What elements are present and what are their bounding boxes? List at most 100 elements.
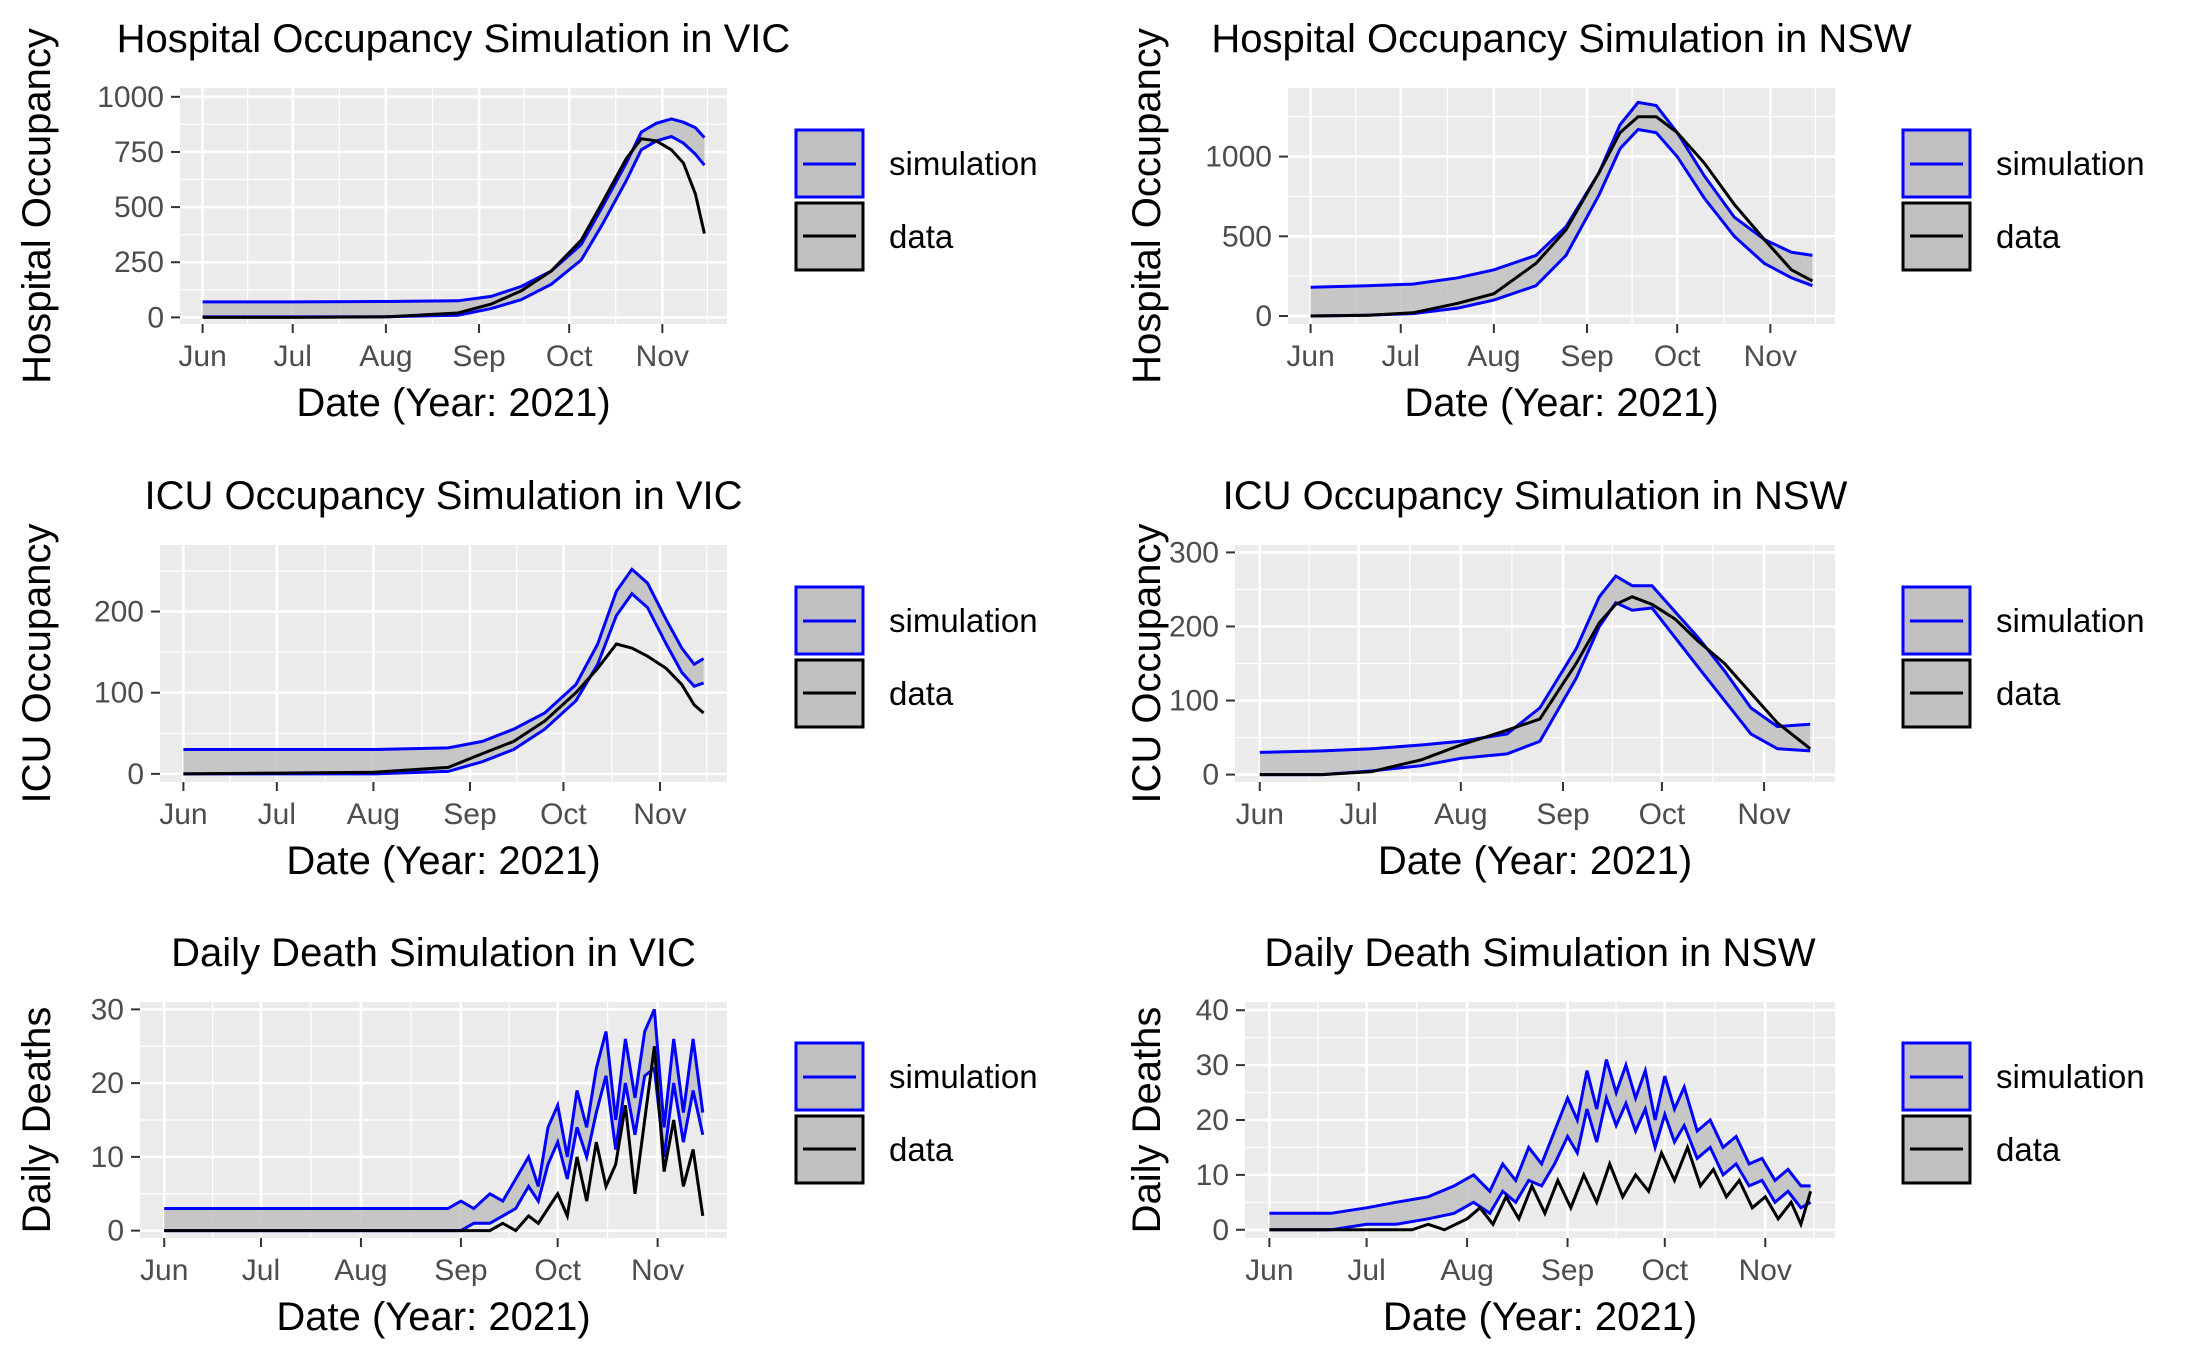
chart-icu-nsw: 0 100 200 300 Jun Jul Aug Sep Oct Nov ICU Occupanc… bbox=[1125, 474, 2145, 883]
x-tick-label: Aug bbox=[359, 340, 412, 373]
legend: simulation data bbox=[794, 128, 1038, 272]
y-tick-label: 0 bbox=[1202, 759, 1219, 792]
simulation-upper-line bbox=[183, 567, 705, 751]
chart-title: ICU Occupancy Simulation in NSW bbox=[1223, 474, 1848, 518]
x-axis-label: Date (Year: 2021) bbox=[296, 381, 610, 425]
legend-simulation-label: simulation bbox=[889, 602, 1038, 639]
y-tick-label: 30 bbox=[91, 993, 124, 1026]
simulation-upper-line bbox=[1259, 574, 1811, 754]
x-tick-label: Aug bbox=[347, 798, 400, 831]
legend: simulation data bbox=[794, 1041, 1038, 1185]
y-tick-label: 500 bbox=[1222, 220, 1272, 253]
chart-title: Hospital Occupancy Simulation in NSW bbox=[1211, 17, 1912, 61]
legend-data-label: data bbox=[889, 218, 954, 255]
legend-data-label: data bbox=[889, 675, 954, 712]
simulation-upper-line bbox=[1310, 100, 1813, 289]
data-line bbox=[164, 1046, 705, 1233]
x-tick-label: Jun bbox=[140, 1254, 188, 1287]
x-tick-label: Aug bbox=[1467, 340, 1520, 373]
legend-simulation-label: simulation bbox=[1996, 145, 2145, 182]
y-tick-label: 10 bbox=[91, 1141, 124, 1174]
y-tick-label: 0 bbox=[107, 1215, 124, 1248]
data-line bbox=[202, 137, 706, 319]
y-tick-label: 20 bbox=[91, 1067, 124, 1100]
y-axis-label: Daily Deaths bbox=[1125, 1007, 1169, 1234]
x-tick-label: Nov bbox=[631, 1254, 684, 1287]
y-tick-label: 1000 bbox=[97, 81, 164, 114]
y-tick-label: 0 bbox=[1212, 1214, 1229, 1247]
legend-data-label: data bbox=[1996, 675, 2061, 712]
x-tick-label: Nov bbox=[633, 798, 686, 831]
simulation-upper-line bbox=[202, 117, 706, 304]
y-axis-label: Daily Deaths bbox=[15, 1007, 59, 1234]
y-tick-label: 1000 bbox=[1205, 141, 1272, 174]
x-axis-label: Date (Year: 2021) bbox=[276, 1295, 590, 1339]
data-line bbox=[1259, 595, 1812, 777]
x-tick-label: Sep bbox=[452, 340, 505, 373]
x-tick-label: Jun bbox=[1286, 340, 1334, 373]
y-axis-label: Hospital Occupancy bbox=[15, 28, 59, 384]
y-tick-label: 0 bbox=[1255, 300, 1272, 333]
simulation-band bbox=[1269, 1059, 1811, 1230]
legend: simulation data bbox=[794, 585, 1038, 729]
simulation-band bbox=[202, 118, 705, 317]
x-tick-label: Aug bbox=[1434, 798, 1487, 831]
x-tick-label: Oct bbox=[546, 340, 593, 373]
chart-title: Daily Death Simulation in VIC bbox=[171, 931, 696, 975]
simulation-lower-line bbox=[1310, 127, 1813, 318]
x-tick-label: Sep bbox=[1560, 340, 1613, 373]
x-tick-label: Sep bbox=[1541, 1254, 1594, 1287]
x-tick-label: Jul bbox=[1347, 1254, 1385, 1287]
y-tick-label: 0 bbox=[127, 758, 144, 791]
x-tick-label: Nov bbox=[1744, 340, 1797, 373]
chart-death-nsw: 0 10 20 30 40 Jun Jul Aug Sep Oct Nov Daily Death S… bbox=[1125, 931, 2145, 1339]
y-tick-label: 30 bbox=[1196, 1049, 1229, 1082]
x-axis-label: Date (Year: 2021) bbox=[1378, 839, 1692, 883]
chart-hosp-nsw: 0 500 1000 Jun Jul Aug Sep Oct Nov Hospital Occup… bbox=[1125, 17, 2145, 425]
legend-data-label: data bbox=[1996, 218, 2061, 255]
legend: simulation data bbox=[1901, 128, 2145, 272]
x-tick-label: Oct bbox=[1641, 1254, 1688, 1287]
x-tick-label: Jul bbox=[274, 340, 312, 373]
x-tick-label: Jul bbox=[242, 1254, 280, 1287]
x-tick-label: Oct bbox=[534, 1254, 581, 1287]
x-tick-label: Oct bbox=[1654, 340, 1701, 373]
x-tick-label: Jul bbox=[258, 798, 296, 831]
legend-simulation-label: simulation bbox=[1996, 602, 2145, 639]
y-tick-label: 200 bbox=[94, 596, 144, 629]
chart-title: Hospital Occupancy Simulation in VIC bbox=[117, 17, 791, 61]
x-axis-label: Date (Year: 2021) bbox=[286, 839, 600, 883]
y-tick-label: 0 bbox=[147, 301, 164, 334]
x-tick-label: Jun bbox=[1236, 798, 1284, 831]
y-tick-label: 100 bbox=[1169, 685, 1219, 718]
y-tick-label: 40 bbox=[1196, 994, 1229, 1027]
legend-simulation-label: simulation bbox=[889, 145, 1038, 182]
x-tick-label: Sep bbox=[443, 798, 496, 831]
x-tick-label: Sep bbox=[434, 1254, 487, 1287]
y-axis-label: ICU Occupancy bbox=[15, 523, 59, 803]
data-line bbox=[183, 642, 705, 776]
y-tick-label: 250 bbox=[114, 246, 164, 279]
y-tick-label: 10 bbox=[1196, 1159, 1229, 1192]
x-tick-label: Nov bbox=[1739, 1254, 1792, 1287]
simulation-band bbox=[183, 569, 704, 774]
x-tick-label: Oct bbox=[1639, 798, 1686, 831]
legend-data-label: data bbox=[1996, 1131, 2061, 1168]
simulation-band bbox=[1310, 102, 1813, 317]
simulation-band bbox=[1259, 576, 1811, 775]
data-line bbox=[1269, 1143, 1813, 1232]
y-tick-label: 500 bbox=[114, 191, 164, 224]
y-tick-label: 20 bbox=[1196, 1104, 1229, 1137]
x-tick-label: Jul bbox=[1339, 798, 1377, 831]
y-tick-label: 200 bbox=[1169, 610, 1219, 643]
y-tick-label: 750 bbox=[114, 136, 164, 169]
legend-simulation-label: simulation bbox=[1996, 1058, 2145, 1095]
x-tick-label: Oct bbox=[540, 798, 587, 831]
x-axis-label: Date (Year: 2021) bbox=[1383, 1295, 1697, 1339]
data-line bbox=[1310, 115, 1814, 318]
x-tick-label: Nov bbox=[1737, 798, 1790, 831]
chart-death-vic: 0 10 20 30 Jun Jul Aug Sep Oct Nov Daily Death Sim… bbox=[15, 931, 1038, 1339]
x-tick-label: Jun bbox=[1245, 1254, 1293, 1287]
